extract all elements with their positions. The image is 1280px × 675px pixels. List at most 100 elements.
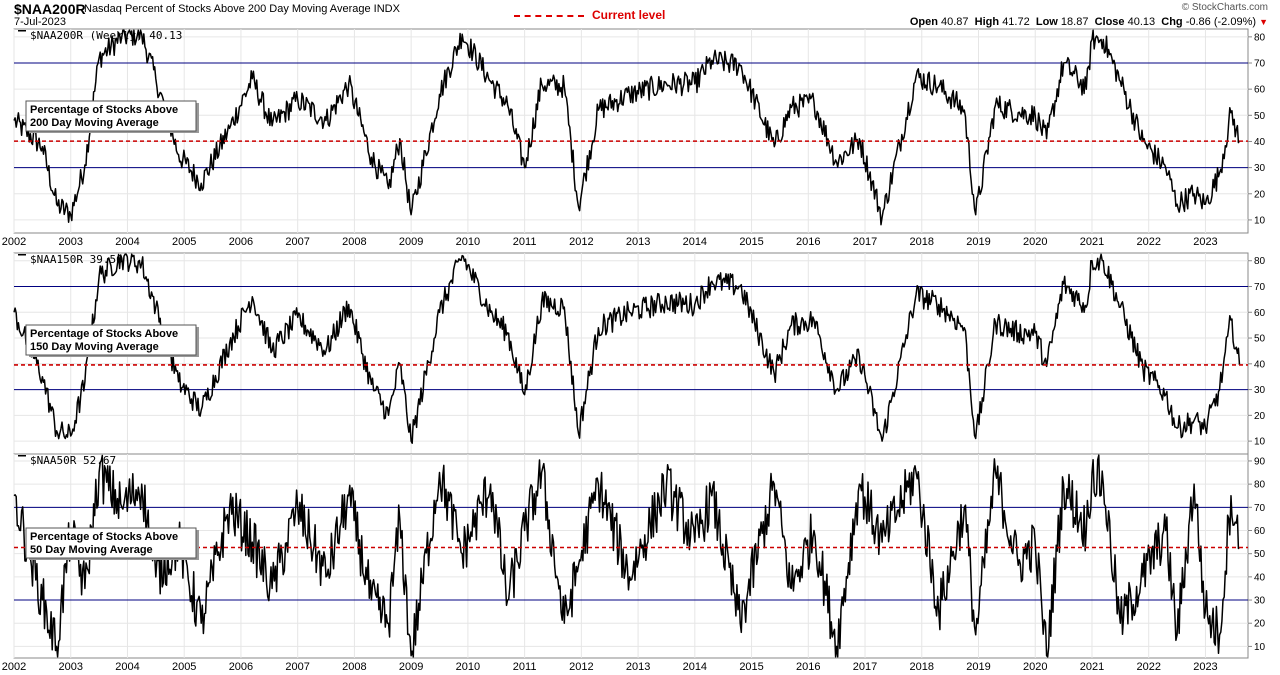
annotation-rect — [25, 100, 197, 132]
x-tick-label: 2009 — [399, 236, 423, 248]
x-tick-label: 2007 — [285, 236, 309, 248]
x-tick-label: 2008 — [342, 661, 366, 673]
x-tick-label: 2014 — [683, 661, 707, 673]
x-tick-label: 2012 — [569, 661, 593, 673]
title-swatch — [18, 254, 26, 256]
x-tick-label: 2018 — [910, 661, 934, 673]
current-level-dash — [514, 14, 584, 17]
x-tick-label: 2005 — [172, 661, 196, 673]
panel-title: $NAA200R (Weekly) 40.13 — [30, 29, 182, 42]
title-swatch — [18, 455, 26, 457]
x-tick-label: 2021 — [1080, 661, 1104, 673]
high-label: High — [974, 16, 1000, 28]
x-tick-label: 2004 — [115, 236, 139, 248]
title-swatch — [18, 30, 26, 32]
annotation-text: Percentage of Stocks Above — [30, 104, 178, 116]
y-tick-label: 50 — [1254, 334, 1266, 345]
y-tick-label: 80 — [1254, 256, 1266, 267]
panel-title: $NAA150R 39.56 — [30, 253, 123, 266]
y-tick-label: 10 — [1254, 642, 1266, 653]
chart-date: 7-Jul-2023 — [14, 16, 66, 28]
low-label: Low — [1035, 16, 1058, 28]
x-tick-label: 2016 — [796, 661, 820, 673]
x-tick-label: 2013 — [626, 236, 650, 248]
x-tick-label: 2012 — [569, 236, 593, 248]
panel-title: $NAA50R 52.67 — [30, 454, 116, 467]
x-tick-label: 2017 — [853, 236, 877, 248]
chart-panel-1: 10 20 30 40 50 60 70 80 $NAA200R (Weekly) 40.13 P… — [13, 28, 1266, 234]
x-tick-label: 2017 — [853, 661, 877, 673]
x-tick-label: 2020 — [1023, 661, 1047, 673]
y-tick-label: 60 — [1254, 308, 1266, 319]
y-tick-label: 70 — [1254, 59, 1266, 70]
y-tick-label: 20 — [1254, 411, 1266, 422]
open-value: 40.87 — [941, 16, 969, 28]
symbol-title: $NAA200R — [14, 1, 86, 17]
annotation-text: Percentage of Stocks Above — [30, 531, 178, 543]
x-tick-label: 2010 — [456, 236, 480, 248]
x-tick-label: 2002 — [2, 661, 26, 673]
chart-panel-3: 10 20 30 40 50 60 70 80 90 $NAA50R 52.67 Percentag… — [13, 453, 1266, 659]
open-label: Open — [909, 16, 938, 28]
x-tick-label: 2021 — [1080, 236, 1104, 248]
x-tick-label: 2019 — [966, 661, 990, 673]
x-tick-label: 2010 — [456, 661, 480, 673]
y-tick-label: 10 — [1254, 215, 1266, 226]
ohlc-readout: Open 40.87 High 41.72 Low 18.87 Close 40… — [910, 16, 1268, 28]
series-line — [13, 454, 1241, 658]
y-tick-label: 50 — [1254, 111, 1266, 122]
y-tick-label: 60 — [1254, 85, 1266, 96]
x-tick-label: 2006 — [229, 661, 253, 673]
current-level-label: Current level — [592, 8, 666, 22]
y-tick-label: 70 — [1254, 282, 1266, 293]
symbol-description: Nasdaq Percent of Stocks Above 200 Day M… — [84, 3, 400, 15]
y-tick-label: 80 — [1254, 32, 1266, 43]
y-tick-label: 30 — [1254, 385, 1266, 396]
x-tick-label: 2007 — [285, 661, 309, 673]
x-tick-label: 2015 — [739, 661, 763, 673]
panel-frame — [13, 28, 1249, 234]
y-tick-label: 70 — [1254, 503, 1266, 514]
y-tick-label: 10 — [1254, 437, 1266, 448]
y-tick-label: 30 — [1254, 163, 1266, 174]
y-tick-label: 40 — [1254, 359, 1266, 370]
high-value: 41.72 — [1002, 16, 1030, 28]
chg-down-icon: ▼ — [1259, 17, 1268, 27]
y-tick-label: 30 — [1254, 596, 1266, 607]
x-tick-label: 2016 — [796, 236, 820, 248]
series-line — [13, 29, 1241, 226]
annotation-rect — [25, 324, 197, 356]
y-tick-label: 20 — [1254, 619, 1266, 630]
x-tick-label: 2002 — [2, 236, 26, 248]
x-tick-label: 2004 — [115, 661, 139, 673]
x-tick-label: 2022 — [1136, 661, 1160, 673]
x-tick-label: 2020 — [1023, 236, 1047, 248]
x-tick-label: 2011 — [513, 661, 537, 673]
x-tick-label: 2009 — [399, 661, 423, 673]
x-tick-label: 2023 — [1193, 236, 1217, 248]
y-tick-label: 50 — [1254, 549, 1266, 560]
x-tick-label: 2023 — [1193, 661, 1217, 673]
x-tick-label: 2022 — [1136, 236, 1160, 248]
series-line — [13, 253, 1241, 444]
y-tick-label: 20 — [1254, 189, 1266, 200]
x-tick-label: 2015 — [739, 236, 763, 248]
chg-value: -0.86 (-2.09%) — [1185, 16, 1257, 28]
annotation-text: 200 Day Moving Average — [30, 117, 159, 129]
current-level-legend: Current level — [514, 8, 665, 22]
chg-label: Chg — [1161, 16, 1183, 28]
x-tick-label: 2014 — [683, 236, 707, 248]
x-tick-label: 2018 — [910, 236, 934, 248]
annotation-text: 50 Day Moving Average — [30, 544, 153, 556]
annotation-rect — [25, 527, 197, 559]
y-tick-label: 40 — [1254, 572, 1266, 583]
x-tick-label: 2013 — [626, 661, 650, 673]
y-tick-label: 90 — [1254, 456, 1266, 467]
close-label: Close — [1094, 16, 1125, 28]
x-tick-label: 2005 — [172, 236, 196, 248]
x-tick-label: 2003 — [58, 236, 82, 248]
